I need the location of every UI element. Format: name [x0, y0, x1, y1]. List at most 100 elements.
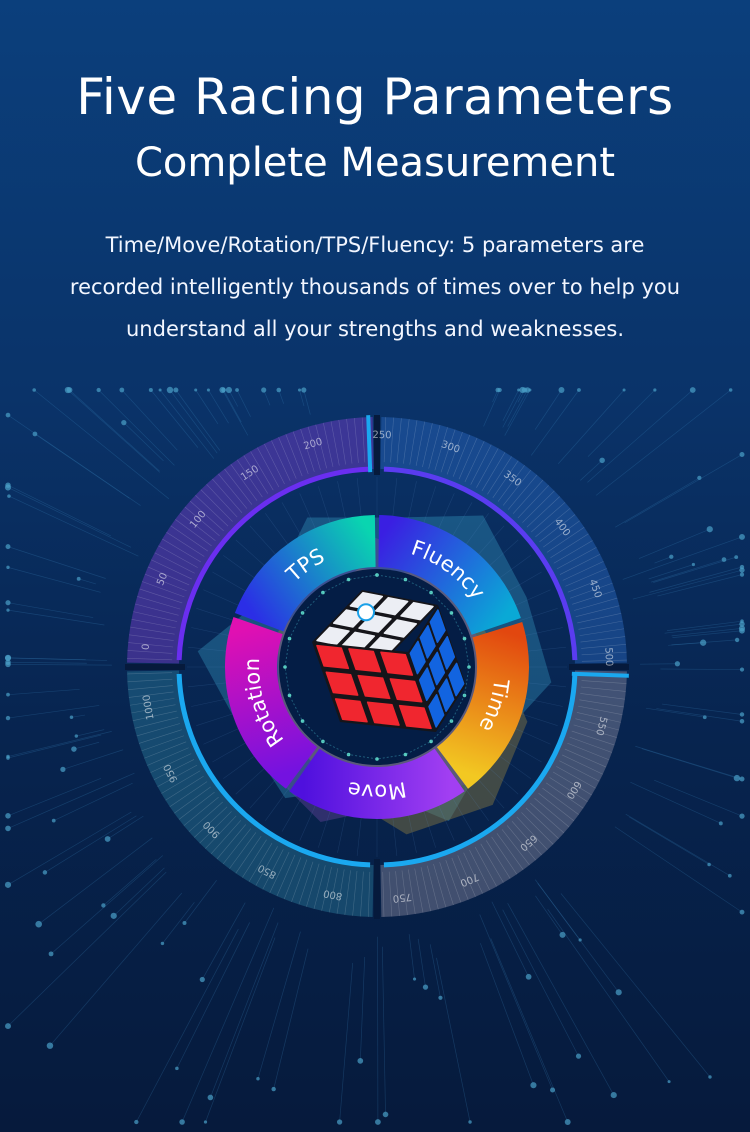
ray-line	[7, 871, 167, 1027]
scale-tick	[539, 514, 576, 543]
scale-tick	[531, 502, 566, 533]
scale-tick	[200, 489, 233, 522]
ray-dot	[166, 386, 174, 394]
scale-tick	[131, 619, 176, 629]
scale-tick	[575, 605, 620, 618]
ray-line	[654, 779, 743, 817]
scale-tick	[276, 854, 296, 897]
scale-tick	[292, 431, 309, 474]
grid-line	[506, 741, 542, 763]
scale-tick	[188, 801, 223, 832]
scale-tick	[409, 420, 418, 465]
ray-line	[651, 559, 725, 583]
scale-tick	[458, 437, 478, 480]
ray-dot	[173, 387, 179, 393]
scale-tick	[360, 871, 364, 917]
ray-dot	[739, 667, 745, 672]
ray-line	[534, 879, 581, 941]
ray-dot	[739, 533, 745, 540]
ray-dot	[207, 1094, 214, 1101]
ray-line	[638, 528, 710, 559]
ray-dot	[46, 1042, 54, 1049]
ray-line	[630, 781, 721, 824]
ray-line	[587, 389, 656, 457]
ray-dot	[739, 567, 745, 573]
scale-tick	[141, 735, 184, 752]
ray-dot	[740, 619, 744, 623]
scale-tick	[283, 857, 302, 900]
grid-line	[519, 608, 558, 621]
scale-tick	[571, 730, 615, 746]
ray-dot	[615, 989, 622, 996]
grid-line	[488, 539, 519, 567]
ray-line	[504, 389, 531, 436]
ray-dot	[708, 1075, 712, 1079]
ray-dot	[739, 572, 745, 577]
scale-tick	[426, 865, 439, 910]
ray-line	[660, 668, 743, 670]
ray-line	[113, 867, 165, 917]
scale-tick	[183, 796, 219, 826]
scale-tick	[129, 634, 174, 641]
ray-dot	[721, 557, 727, 562]
ray-dot	[739, 909, 745, 915]
grid-line	[506, 571, 542, 593]
ray-dot	[148, 387, 153, 393]
ray-line	[7, 609, 105, 626]
gan-logo-icon	[357, 603, 375, 622]
scale-tick	[158, 545, 198, 568]
ray-line	[649, 566, 743, 593]
scale-tick	[127, 678, 173, 683]
scale-tick	[546, 526, 585, 553]
ray-line	[668, 642, 704, 646]
scale-tick	[451, 857, 469, 900]
ray-dot	[558, 387, 565, 393]
scale-label: 0	[141, 643, 153, 650]
ray-line	[7, 772, 135, 829]
cube-sticker	[380, 651, 414, 676]
ray-line	[7, 688, 80, 696]
ray-line	[7, 661, 87, 664]
scale-tick	[576, 712, 621, 723]
scale-tick	[517, 485, 549, 519]
ray-dot	[4, 881, 12, 888]
grid-line	[451, 796, 473, 832]
grid-line	[477, 778, 505, 809]
grid-line	[477, 525, 505, 556]
scale-label: 200	[302, 437, 323, 453]
grid-line	[423, 486, 436, 525]
grid-line	[464, 788, 489, 821]
scale-tick	[269, 852, 290, 893]
ray-line	[479, 914, 553, 1091]
scale-tick	[487, 456, 512, 495]
ray-line	[176, 922, 250, 1069]
scale-tick	[476, 448, 499, 488]
scale-tick	[396, 418, 402, 464]
scale-tick	[580, 636, 626, 643]
ray-dot	[6, 608, 10, 612]
ray-dot	[706, 526, 713, 533]
ray-line	[7, 705, 100, 719]
scale-tick	[550, 533, 589, 559]
grid-line	[464, 513, 489, 546]
ray-dot	[71, 746, 77, 752]
ray-dot	[739, 621, 745, 627]
ray-dot	[225, 386, 233, 394]
ray-dot	[739, 627, 745, 634]
ray-dot	[261, 387, 267, 393]
ray-line	[98, 389, 175, 466]
scale-tick	[346, 418, 353, 464]
hub-dot	[467, 665, 471, 669]
segment-tps: TPS	[234, 515, 376, 632]
scale-accent	[571, 671, 629, 678]
ray-line	[622, 536, 743, 580]
cube-sticker	[398, 704, 432, 730]
scale-tick	[323, 422, 334, 467]
ray-line	[502, 909, 579, 1057]
ray-dot	[575, 1053, 582, 1059]
scale-tick	[133, 611, 178, 622]
scale-tick	[174, 786, 211, 814]
scale-tick	[581, 680, 627, 684]
cube-sticker	[438, 678, 455, 713]
